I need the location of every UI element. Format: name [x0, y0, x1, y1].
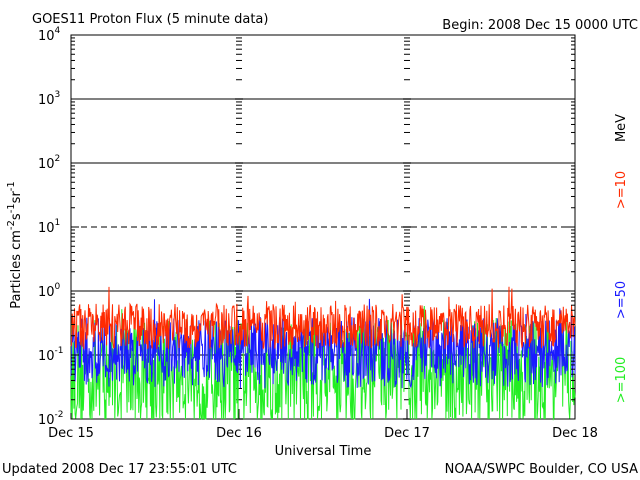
series-line — [70, 286, 576, 350]
y-tick-label: 103 — [38, 90, 60, 108]
updated-timestamp: Updated 2008 Dec 17 23:55:01 UTC — [2, 462, 237, 477]
y-tick-label: 10-1 — [38, 346, 64, 364]
y-tick-label: 104 — [38, 26, 61, 44]
y-label-exp3: -1 — [6, 181, 17, 191]
y-label-base: Particles cm — [9, 230, 24, 309]
y-axis-ticks: 10-2 10-1 100 101 102 103 104 — [38, 26, 575, 428]
series-layer — [70, 286, 576, 421]
x-axis-ticks: Dec 15 Dec 16 Dec 17 Dec 18 — [48, 413, 598, 441]
svg-text:Particles cm-2s-1sr-1: Particles cm-2s-1sr-1 — [6, 181, 24, 309]
legend-series-label: >=50 — [614, 281, 629, 319]
y-label-exp1: -2 — [6, 220, 17, 230]
begin-time-label: Begin: 2008 Dec 15 0000 UTC — [442, 18, 638, 33]
energy-legend: MeV >=10 >=50 >=100 — [614, 114, 629, 403]
y-label-exp2: -1 — [6, 203, 17, 213]
y-label-s: s — [9, 213, 24, 220]
y-tick-label: 10-2 — [38, 410, 64, 428]
x-tick-label: Dec 15 — [48, 426, 94, 441]
y-label-sr: sr — [9, 191, 24, 204]
legend-series-label: >=10 — [614, 171, 629, 209]
x-tick-label: Dec 16 — [216, 426, 262, 441]
chart-title: GOES11 Proton Flux (5 minute data) — [32, 12, 268, 27]
unit-label: MeV — [614, 114, 629, 142]
x-tick-label: Dec 17 — [384, 426, 430, 441]
y-tick-label: 100 — [38, 282, 61, 300]
x-tick-label: Dec 18 — [552, 426, 598, 441]
y-tick-label: 102 — [38, 154, 60, 172]
y-tick-label: 101 — [38, 218, 60, 236]
source-credit: NOAA/SWPC Boulder, CO USA — [445, 462, 638, 477]
x-axis-label: Universal Time — [275, 444, 372, 459]
legend-series-label: >=100 — [614, 357, 629, 404]
y-axis-label: Particles cm-2s-1sr-1 — [6, 181, 24, 309]
